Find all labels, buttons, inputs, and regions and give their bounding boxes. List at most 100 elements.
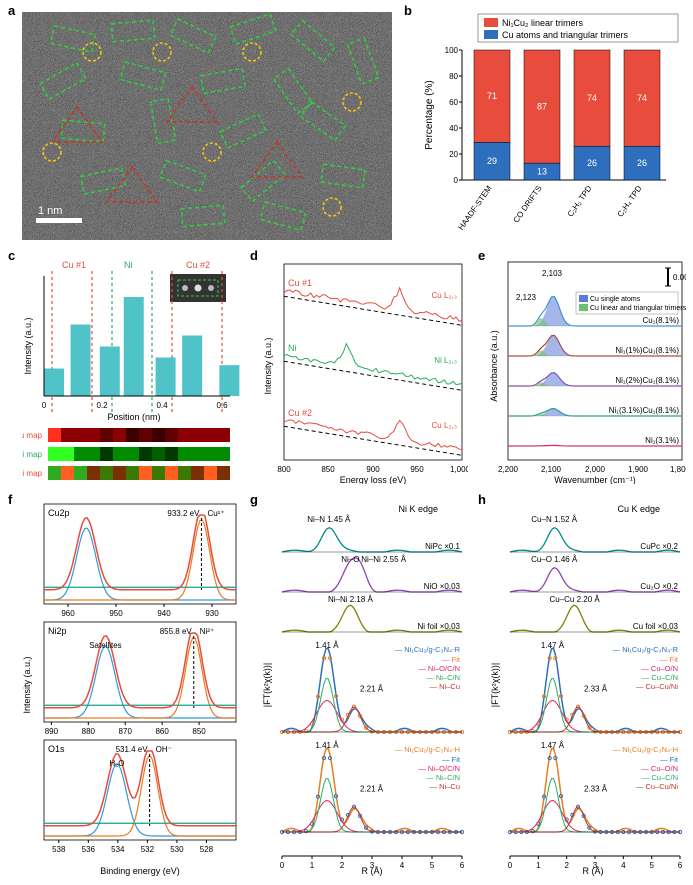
svg-text:29: 29 <box>487 156 497 166</box>
svg-text:100: 100 <box>445 46 459 55</box>
svg-text:C₂H₂ TPD: C₂H₂ TPD <box>566 184 594 219</box>
svg-text:2.21 Å: 2.21 Å <box>360 685 384 694</box>
svg-text:6: 6 <box>678 861 683 870</box>
svg-text:890: 890 <box>45 727 59 736</box>
svg-text:Ni2p: Ni2p <box>48 626 67 636</box>
svg-text:74: 74 <box>637 93 647 103</box>
svg-text:Cu linear and triangular trime: Cu linear and triangular trimers <box>590 305 686 312</box>
svg-text:Cu₂O ×0.2: Cu₂O ×0.2 <box>640 582 678 591</box>
svg-text:2.33 Å: 2.33 Å <box>584 685 608 694</box>
drifts-spectra: Absorbance (a.u.) 0.005 2,103 2,123 Cu s… <box>490 256 686 484</box>
svg-text:Ni₁(3.1%): Ni₁(3.1%) <box>645 436 679 445</box>
svg-text:4: 4 <box>400 861 405 870</box>
svg-text:Cu foil ×0.03: Cu foil ×0.03 <box>633 622 679 631</box>
svg-text:2.21 Å: 2.21 Å <box>360 785 384 794</box>
svg-text:Intensity (a.u.): Intensity (a.u.) <box>23 317 33 374</box>
svg-text:Cu–O 1.46 Å: Cu–O 1.46 Å <box>531 555 578 564</box>
svg-text:Cu #2: Cu #2 <box>186 260 210 270</box>
panel-label-c: c <box>8 248 15 263</box>
svg-text:1,000: 1,000 <box>450 465 468 474</box>
line-profile: Intensity (a.u.) Cu #1 Ni Cu #2 00.20.40… <box>22 256 240 484</box>
svg-text:Cu atoms and triangular trimer: Cu atoms and triangular trimers <box>502 30 629 40</box>
svg-text:0.2: 0.2 <box>96 401 108 410</box>
svg-text:2: 2 <box>340 861 345 870</box>
svg-text:1,900: 1,900 <box>628 465 649 474</box>
svg-text:530: 530 <box>170 845 184 854</box>
svg-text:0: 0 <box>508 861 513 870</box>
svg-text:Ni–Ni 2.18 Å: Ni–Ni 2.18 Å <box>328 595 374 604</box>
svg-text:855.8 eV: 855.8 eV <box>160 627 193 636</box>
svg-text:Cu K edge: Cu K edge <box>617 504 660 514</box>
svg-text:CuPc ×0.2: CuPc ×0.2 <box>640 542 678 551</box>
svg-text:2,123: 2,123 <box>516 293 537 302</box>
svg-text:60: 60 <box>449 98 458 107</box>
svg-text:26: 26 <box>587 158 597 168</box>
svg-text:Cu₁(8.1%): Cu₁(8.1%) <box>643 316 680 325</box>
svg-text:Ni–Ni 2.55 Å: Ni–Ni 2.55 Å <box>361 555 407 564</box>
exafs-ni: |FT(k²χ(k))| Ni K edge NiPc ×0.1Ni–N 1.4… <box>262 500 468 876</box>
svg-text:Cu L₂,₃: Cu L₂,₃ <box>432 421 457 430</box>
svg-text:1.47 Å: 1.47 Å <box>541 741 565 750</box>
svg-text:NiPc ×0.1: NiPc ×0.1 <box>425 542 460 551</box>
svg-text:Energy loss (eV): Energy loss (eV) <box>340 475 407 484</box>
svg-text:1.41 Å: 1.41 Å <box>315 741 339 750</box>
panel-label-b: b <box>404 3 412 18</box>
svg-text:NiO ×0.03: NiO ×0.03 <box>424 582 461 591</box>
svg-text:Cu #1: Cu #1 <box>62 260 86 270</box>
svg-text:71: 71 <box>487 91 497 101</box>
svg-text:— Cu–Cu/Ni: — Cu–Cu/Ni <box>636 682 678 691</box>
svg-text:1.47 Å: 1.47 Å <box>541 641 565 650</box>
svg-text:— Ni₁Cu₂/g-C₃N₄-H: — Ni₁Cu₂/g-C₃N₄-H <box>395 745 460 754</box>
svg-text:Intensity (a.u.): Intensity (a.u.) <box>263 337 273 394</box>
panel-e: Absorbance (a.u.) 0.005 2,103 2,123 Cu s… <box>490 256 686 484</box>
svg-text:Cu¹⁺: Cu¹⁺ <box>207 509 224 518</box>
panel-d: Intensity (a.u.) Cu #1Cu L₂,₃NiNi L₂,₃Cu… <box>262 256 468 484</box>
svg-text:4: 4 <box>621 861 626 870</box>
svg-text:0.005: 0.005 <box>673 273 686 282</box>
svg-text:536: 536 <box>82 845 96 854</box>
svg-text:— Ni–Cu: — Ni–Cu <box>430 682 460 691</box>
svg-text:80: 80 <box>449 72 458 81</box>
svg-text:— Cu–O/N: — Cu–O/N <box>641 664 678 673</box>
eels-spectra: Intensity (a.u.) Cu #1Cu L₂,₃NiNi L₂,₃Cu… <box>262 256 468 484</box>
svg-text:Ni foil ×0.03: Ni foil ×0.03 <box>418 622 461 631</box>
panel-a: 1 nm <box>22 12 392 240</box>
svg-text:Cu + Ni map: Cu + Ni map <box>22 469 43 478</box>
panel-f: Intensity (a.u.) Cu2p960950940930933.2 e… <box>22 500 240 876</box>
svg-text:— Fit: — Fit <box>660 755 679 764</box>
svg-text:1: 1 <box>310 861 315 870</box>
panel-label-h: h <box>478 492 486 507</box>
svg-text:H₂O: H₂O <box>109 759 124 768</box>
svg-text:Ni₁Cu₂ linear trimers: Ni₁Cu₂ linear trimers <box>502 18 584 28</box>
svg-text:Ni₁(2%)Cu₁(8.1%): Ni₁(2%)Cu₁(8.1%) <box>615 376 679 385</box>
svg-text:Ni–N 1.45 Å: Ni–N 1.45 Å <box>307 515 351 524</box>
svg-text:26: 26 <box>637 158 647 168</box>
svg-text:2: 2 <box>564 861 569 870</box>
svg-text:960: 960 <box>61 609 75 618</box>
svg-text:Wavenumber (cm⁻¹): Wavenumber (cm⁻¹) <box>554 475 635 484</box>
panel-c: Intensity (a.u.) Cu #1 Ni Cu #2 00.20.40… <box>22 256 240 484</box>
svg-text:0: 0 <box>42 401 47 410</box>
svg-text:74: 74 <box>587 93 597 103</box>
svg-text:528: 528 <box>200 845 214 854</box>
svg-text:5: 5 <box>430 861 435 870</box>
svg-text:Cu2p: Cu2p <box>48 508 70 518</box>
svg-text:950: 950 <box>109 609 123 618</box>
svg-text:Ni L₂,₃: Ni L₂,₃ <box>434 356 457 365</box>
svg-text:Ni map: Ni map <box>22 450 43 459</box>
svg-text:Cu map: Cu map <box>22 431 43 440</box>
svg-text:Cu #2: Cu #2 <box>288 408 312 418</box>
svg-text:0.6: 0.6 <box>216 401 228 410</box>
svg-text:532: 532 <box>141 845 155 854</box>
svg-text:2,103: 2,103 <box>542 269 563 278</box>
panel-label-d: d <box>250 248 258 263</box>
panel-label-a: a <box>8 3 15 18</box>
svg-text:1.41 Å: 1.41 Å <box>315 641 339 650</box>
svg-text:2,000: 2,000 <box>585 465 606 474</box>
svg-text:Percentage (%): Percentage (%) <box>424 80 435 149</box>
svg-text:O1s: O1s <box>48 744 65 754</box>
svg-text:800: 800 <box>277 465 291 474</box>
stem-image: 1 nm <box>22 12 392 240</box>
svg-text:850: 850 <box>192 727 206 736</box>
svg-text:900: 900 <box>366 465 380 474</box>
